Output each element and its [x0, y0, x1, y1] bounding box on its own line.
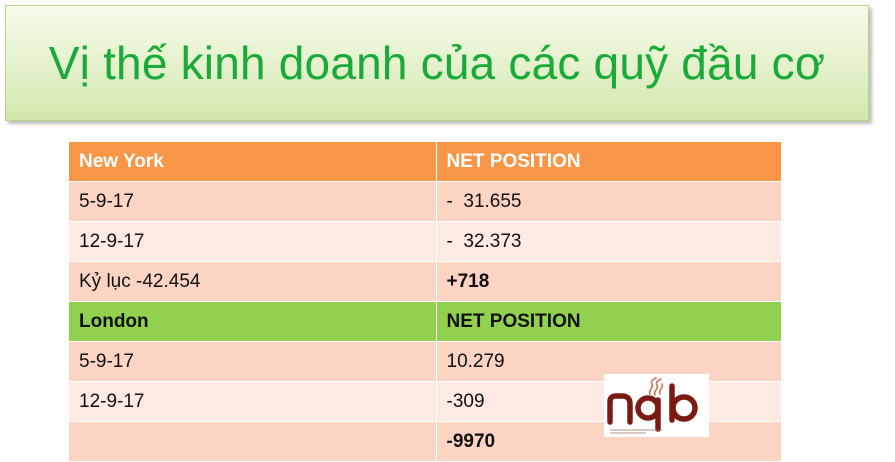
london-header-net-position: NET POSITION	[436, 301, 781, 342]
table-row: Kỷ lục -42.454 +718	[69, 261, 781, 302]
empty-cell	[69, 421, 437, 462]
table-row: 5-9-17 10.279	[69, 341, 781, 382]
net-position-cell: - 31.655	[436, 181, 781, 222]
date-cell: 5-9-17	[69, 181, 437, 222]
date-cell: 5-9-17	[69, 341, 437, 382]
table-row: -9970	[69, 421, 781, 462]
steam-swirl-icon	[648, 377, 664, 396]
title-banner: Vị thế kinh doanh của các quỹ đầu cơ	[5, 5, 869, 121]
date-cell: 12-9-17	[69, 221, 437, 262]
new-york-header-label: New York	[69, 142, 437, 182]
logo-letter-q-bowl	[635, 395, 661, 421]
logo-letter-b-bowl	[670, 394, 698, 422]
record-cell: Kỷ lục -42.454	[69, 261, 437, 302]
new-york-header-row: New York NET POSITION	[69, 142, 781, 182]
logo-fine-print	[610, 429, 662, 434]
logo-letter-n	[607, 393, 633, 425]
net-position-table: New York NET POSITION 5-9-17 - 31.655 12…	[69, 142, 781, 462]
new-york-header-net-position: NET POSITION	[436, 142, 781, 182]
nqb-logo-graphic	[607, 377, 698, 434]
net-position-cell: 10.279	[436, 341, 781, 382]
table-row: 12-9-17 - 32.373	[69, 221, 781, 262]
change-cell: -9970	[436, 421, 781, 462]
london-header-label: London	[69, 301, 437, 342]
table-row: 5-9-17 - 31.655	[69, 181, 781, 222]
change-cell: +718	[436, 261, 781, 302]
page-title: Vị thế kinh doanh của các quỹ đầu cơ	[48, 37, 826, 89]
date-cell: 12-9-17	[69, 381, 437, 422]
london-header-row: London NET POSITION	[69, 301, 781, 342]
net-position-cell: - 32.373	[436, 221, 781, 262]
nqb-logo	[604, 374, 709, 437]
